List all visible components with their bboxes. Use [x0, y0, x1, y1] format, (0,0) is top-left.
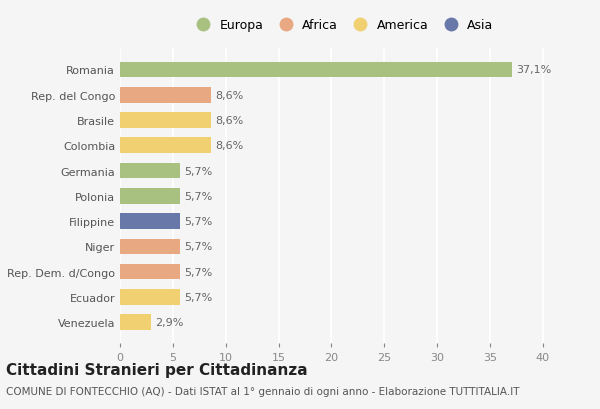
Text: 37,1%: 37,1%: [517, 65, 551, 75]
Bar: [120, 113, 211, 128]
Text: 5,7%: 5,7%: [184, 166, 213, 176]
Bar: [120, 315, 151, 330]
Bar: [120, 138, 211, 154]
Text: 5,7%: 5,7%: [184, 216, 213, 227]
Text: 8,6%: 8,6%: [215, 90, 244, 101]
Text: COMUNE DI FONTECCHIO (AQ) - Dati ISTAT al 1° gennaio di ogni anno - Elaborazione: COMUNE DI FONTECCHIO (AQ) - Dati ISTAT a…: [6, 387, 520, 396]
Text: 8,6%: 8,6%: [215, 141, 244, 151]
Text: 5,7%: 5,7%: [184, 242, 213, 252]
Text: 5,7%: 5,7%: [184, 191, 213, 201]
Bar: [120, 189, 180, 204]
Text: 5,7%: 5,7%: [184, 292, 213, 302]
Bar: [120, 239, 180, 254]
Text: 8,6%: 8,6%: [215, 116, 244, 126]
Text: 2,9%: 2,9%: [155, 317, 183, 327]
Bar: [120, 88, 211, 103]
Bar: [120, 264, 180, 280]
Text: 5,7%: 5,7%: [184, 267, 213, 277]
Bar: [120, 214, 180, 229]
Bar: [120, 63, 512, 78]
Legend: Europa, Africa, America, Asia: Europa, Africa, America, Asia: [185, 14, 499, 37]
Bar: [120, 289, 180, 305]
Text: Cittadini Stranieri per Cittadinanza: Cittadini Stranieri per Cittadinanza: [6, 362, 308, 377]
Bar: [120, 163, 180, 179]
